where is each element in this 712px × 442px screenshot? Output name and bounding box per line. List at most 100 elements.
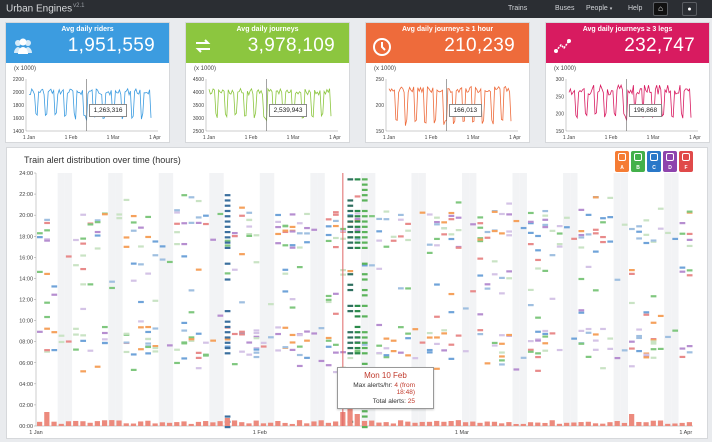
alert-block [434,342,440,346]
total-alerts-bar [325,422,332,426]
alert-block [491,344,498,347]
people-icon [12,37,34,60]
alert-block [535,330,541,333]
total-alerts-bar [268,422,274,426]
alert-block [94,365,101,368]
alert-block [347,341,354,344]
alert-block [434,283,440,286]
stat-card-1[interactable]: Avg daily riders 1,951,559 (x 1000) 2200 2… [5,22,170,143]
alert-chart[interactable]: 24:00 22:00 20:00 18:00 16:00 14:00 12:00 10:00… [7,148,709,440]
alert-block [260,345,267,348]
alert-block [275,220,281,223]
alert-block [535,352,541,355]
alert-block [426,213,433,216]
alert-block [361,352,368,355]
total-alerts-bar [282,422,288,426]
alert-block [152,254,159,257]
alert-block [347,230,354,234]
alert-block [44,221,50,225]
alert-block [354,325,361,329]
alert-block [325,364,332,367]
tooltip-max-row: Max alerts/hr: 4 (from 18:48) [338,382,433,396]
alert-block [434,237,440,241]
nav-help[interactable]: Help [628,5,643,12]
alert-block [282,244,289,247]
alert-block [354,238,361,241]
alert-block [253,234,260,237]
nav-trains[interactable]: Trains [508,5,528,12]
alert-block [643,219,650,222]
alert-block [354,315,361,318]
total-alerts-bar [549,420,555,426]
alert-block [455,201,462,204]
total-alerts-bar [636,421,642,426]
stat-card-4[interactable]: Avg daily journeys ≥ 3 legs 232,747 (x 1… [545,22,710,143]
alert-block [333,370,339,374]
x-tick-label: 1 Apr [149,135,161,141]
y-tick-label: 1400 [13,129,24,135]
weekend-band [368,173,376,426]
alert-block [130,214,137,218]
alert-block [614,356,621,360]
alert-block [37,236,43,239]
alert-block [195,356,202,360]
alert-block [101,213,108,216]
y-tick-label: 150 [556,129,565,135]
nav-buses[interactable]: Buses [555,5,575,12]
alert-block [585,331,592,334]
alert-block [383,218,390,221]
y-tick-label: 250 [376,77,385,83]
y-tick-label: 150 [376,129,385,135]
alert-block [470,290,476,293]
alert-block [679,222,686,225]
nav-people[interactable]: People ▾ [586,5,612,12]
total-alerts-bar [354,414,360,426]
alert-block [87,349,94,352]
alert-block [224,220,231,223]
legend-line-d[interactable]: D [663,151,677,172]
alert-block [542,223,549,227]
alert-block [94,219,101,222]
alert-block [629,365,635,368]
home-button[interactable]: ⌂ [653,2,668,16]
brand[interactable]: Urban Enginesv2.1 [6,3,85,14]
alert-block [564,226,570,229]
alert-block [130,353,137,356]
alert-block [361,341,368,344]
stat-card-2[interactable]: Avg daily journeys 3,978,109 (x 1000) 450… [185,22,350,143]
alert-block [607,347,614,350]
legend-line-b[interactable]: B [631,151,645,172]
alert-block [354,341,361,344]
total-alerts-bar [448,421,454,426]
stat-card-3[interactable]: Avg daily journeys ≥ 1 hour 210,239 (x 1… [365,22,530,143]
alert-block [535,267,541,270]
alert-block [448,311,455,314]
alert-block [224,352,231,355]
alert-block [535,258,541,262]
alert-block [282,290,289,293]
user-button[interactable]: ● [682,2,697,16]
alert-block [51,331,58,334]
alert-block [253,355,260,359]
legend-line-a[interactable]: A [615,151,629,172]
legend-line-f[interactable]: F [679,151,693,172]
alert-block [686,345,693,348]
total-alerts-bar [181,421,187,426]
alert-block [304,212,310,216]
x-tick-label: 1 Apr [509,135,521,141]
alert-block [289,213,296,216]
y-tick-label: 200 [376,103,385,109]
top-navbar: Urban Enginesv2.1 Trains Buses People ▾ … [0,0,712,18]
alert-block [203,341,209,344]
alert-block [448,233,455,236]
weekend-band [519,173,527,426]
alert-block [592,333,599,336]
alert-block [188,338,195,341]
alert-block [354,209,361,213]
alert-block [275,232,281,236]
legend-line-c[interactable]: C [647,151,661,172]
